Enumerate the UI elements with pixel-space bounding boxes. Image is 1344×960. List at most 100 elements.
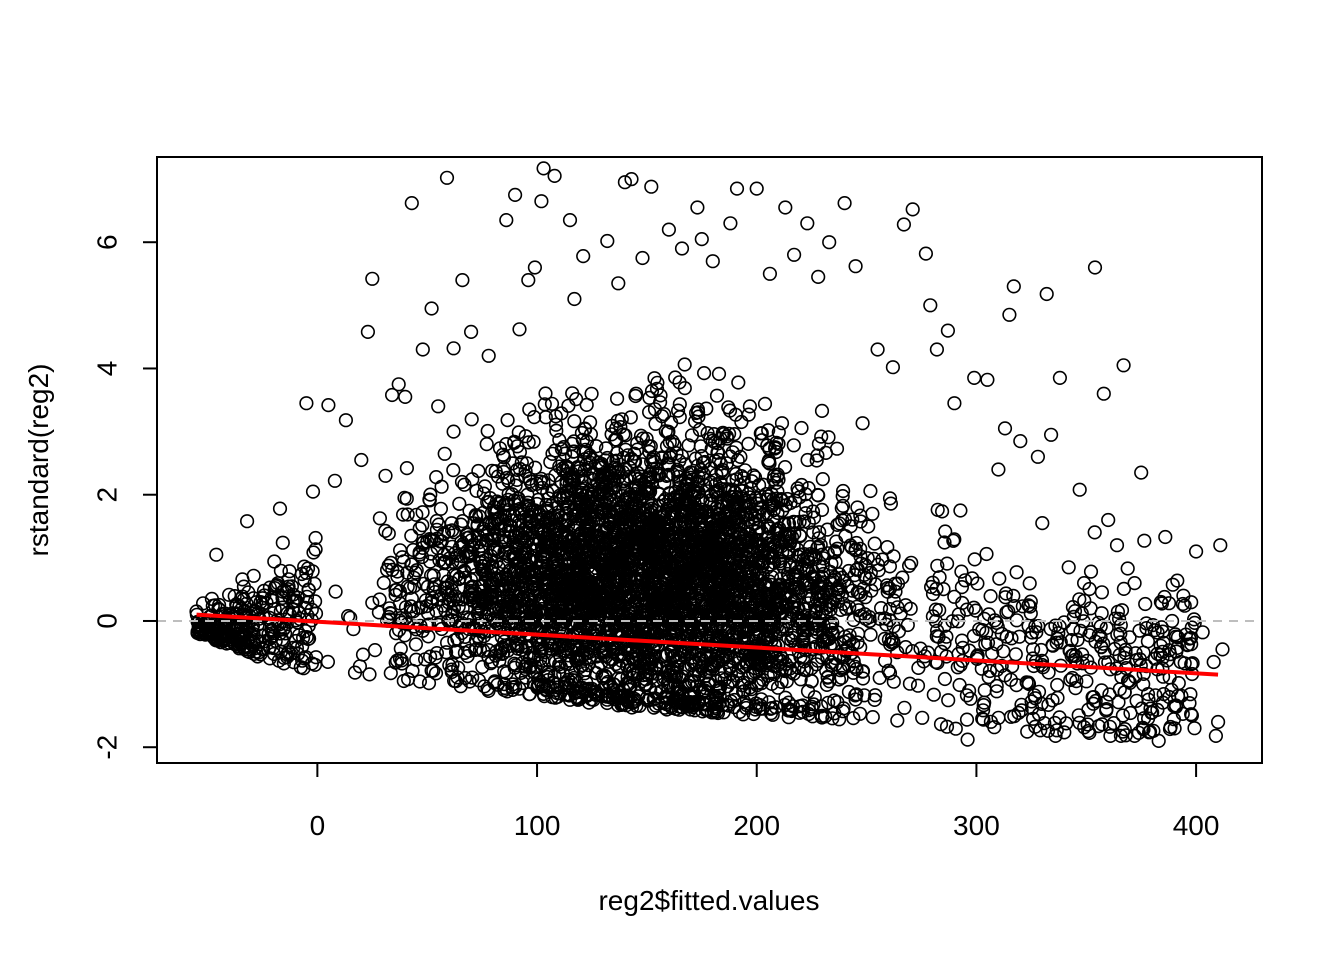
data-point — [1072, 592, 1087, 607]
data-point — [1080, 717, 1095, 732]
data-point — [704, 441, 719, 456]
data-point — [674, 534, 689, 549]
data-point — [754, 426, 769, 441]
data-point — [928, 654, 943, 670]
data-point — [701, 616, 716, 631]
data-point — [703, 431, 718, 447]
data-point — [865, 709, 880, 725]
data-point — [461, 549, 477, 564]
data-point — [736, 707, 751, 722]
data-point — [1111, 695, 1126, 710]
data-point — [492, 441, 508, 456]
data-point — [293, 660, 308, 675]
data-point — [643, 439, 658, 454]
data-point — [955, 595, 970, 611]
data-point — [978, 637, 993, 652]
data-point — [419, 598, 434, 614]
data-point — [469, 483, 484, 498]
data-point — [939, 556, 955, 571]
data-point — [308, 530, 323, 546]
data-point — [676, 516, 692, 531]
data-point — [415, 623, 430, 638]
data-point — [564, 436, 580, 451]
data-point — [779, 662, 794, 677]
data-point — [671, 490, 687, 505]
data-point — [966, 600, 982, 615]
data-point — [1021, 598, 1036, 613]
data-point — [719, 499, 734, 514]
data-point — [545, 483, 560, 498]
data-point — [531, 506, 547, 521]
data-point — [423, 487, 438, 502]
data-point — [846, 710, 861, 726]
data-point — [235, 572, 250, 587]
data-point — [533, 651, 548, 667]
data-point — [850, 635, 865, 650]
data-point — [720, 570, 735, 585]
data-point — [742, 399, 758, 414]
data-point — [492, 496, 507, 511]
data-point — [527, 410, 542, 425]
data-point — [1024, 694, 1039, 709]
data-point — [774, 492, 789, 507]
data-point — [1176, 588, 1191, 603]
data-point — [597, 495, 612, 511]
data-point — [519, 456, 535, 471]
data-point — [849, 535, 864, 551]
data-point — [745, 608, 760, 624]
data-point — [500, 413, 515, 428]
data-point — [602, 517, 617, 532]
data-point — [552, 459, 567, 474]
data-point — [661, 467, 676, 482]
data-point — [829, 534, 844, 549]
data-point — [617, 483, 633, 498]
data-point — [883, 496, 899, 511]
data-point — [1113, 618, 1128, 633]
data-point — [1183, 687, 1198, 702]
data-point — [688, 451, 703, 466]
data-point — [464, 412, 479, 427]
data-point — [770, 484, 785, 499]
data-point — [733, 449, 748, 465]
data-point — [307, 657, 323, 672]
data-point — [855, 671, 871, 686]
data-point — [294, 566, 310, 582]
data-point — [742, 573, 758, 588]
data-point — [1117, 721, 1132, 737]
data-point — [691, 507, 706, 523]
data-point — [1040, 723, 1056, 738]
data-point — [853, 508, 868, 523]
data-point — [398, 600, 414, 615]
data-point — [736, 471, 751, 486]
data-point — [549, 558, 565, 573]
data-point — [400, 507, 415, 522]
data-point — [743, 686, 758, 702]
data-point — [910, 678, 926, 693]
data-point — [1186, 612, 1202, 627]
data-point — [1052, 710, 1067, 725]
data-point — [498, 638, 513, 653]
data-point — [1072, 715, 1087, 730]
data-point — [1077, 720, 1092, 735]
data-point — [295, 653, 310, 668]
data-point — [731, 375, 746, 390]
data-point — [396, 507, 411, 522]
data-point — [622, 469, 637, 484]
data-point — [976, 712, 991, 727]
data-point — [831, 672, 847, 687]
data-point — [1063, 672, 1078, 688]
data-point — [928, 602, 943, 617]
data-point — [589, 499, 605, 514]
data-point — [462, 530, 477, 545]
data-point — [561, 398, 576, 413]
data-point — [692, 652, 707, 667]
data-point — [556, 440, 571, 455]
data-point — [506, 571, 521, 587]
data-point — [403, 603, 419, 619]
data-point — [772, 623, 787, 639]
data-point — [1096, 636, 1111, 651]
data-point — [505, 682, 520, 698]
data-point — [752, 565, 767, 580]
data-point — [549, 423, 564, 438]
data-point — [574, 425, 590, 441]
